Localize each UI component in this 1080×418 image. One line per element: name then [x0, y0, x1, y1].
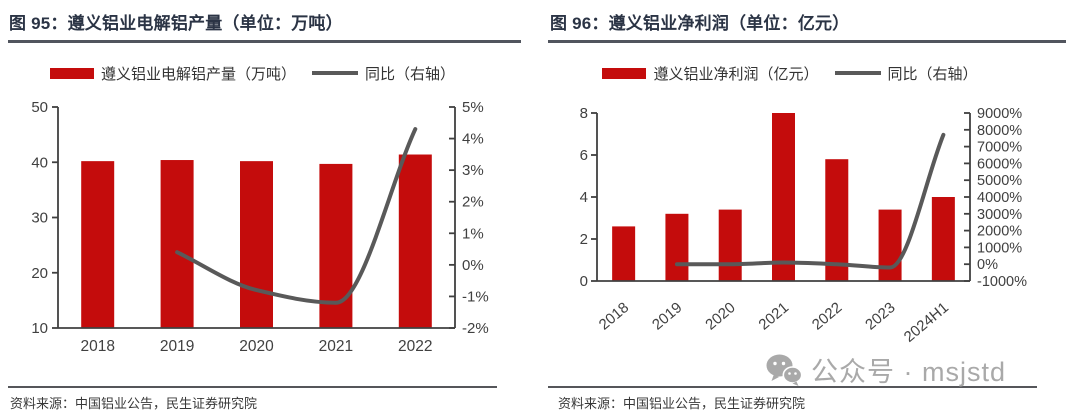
bar [878, 209, 902, 281]
bar [240, 161, 273, 328]
watermark-text: 公众号 · msjstd [811, 357, 1007, 387]
yoy-trend-line [674, 132, 946, 270]
left-axis-label: 2 [580, 231, 588, 248]
right-axis-label: 4% [462, 131, 484, 148]
legend-item-production: 遵义铝业电解铝产量（万吨） [49, 63, 296, 84]
figure96-title: 图 96：遵义铝业净利润（单位：亿元） [550, 14, 850, 33]
bar-series-swatch [602, 67, 647, 79]
right-axis-label: 1% [462, 225, 484, 242]
right-axis-label: 5000% [977, 173, 1022, 189]
bar [612, 226, 636, 281]
bar [398, 154, 432, 328]
x-axis-label: 2020 [239, 338, 274, 355]
right-axis-label: 6000% [977, 156, 1022, 172]
yoy-trend-line [175, 127, 418, 305]
wechat-icon [766, 354, 802, 386]
right-axis-label: 5% [462, 99, 484, 116]
right-axis-label: 3000% [977, 207, 1022, 223]
left-axis-label: 50 [31, 99, 48, 116]
line-series-swatch [834, 71, 881, 75]
figure96-title-underline [548, 40, 1066, 43]
figure96-source-divider [548, 386, 1037, 388]
figure95-source-divider [8, 386, 497, 388]
bar [825, 159, 849, 281]
figure95-combo-chart: 10 20 30 40 50 -2% -1% 0% 1% 2% 3% 4% 5% 2018 2019 2020… [31, 99, 489, 355]
figure95-title-underline [8, 40, 521, 43]
right-axis-label: -1000% [977, 274, 1027, 290]
legend-item-netprofit: 遵义铝业净利润（亿元） [602, 63, 819, 84]
bar [931, 197, 955, 281]
wechat-watermark: 公众号 · msjstd [766, 350, 1006, 389]
legend-item-yoy: 同比（右轴） [312, 63, 455, 84]
figure95-title: 图 95：遵义铝业电解铝产量（单位：万吨） [9, 14, 343, 33]
x-axis-label: 2024H1 [901, 299, 952, 346]
right-axis-label: 8000% [977, 123, 1022, 139]
right-axis-label: 2000% [977, 224, 1022, 240]
left-axis-label: 30 [31, 210, 48, 227]
line-series-swatch [312, 71, 358, 75]
left-axis-label: 4 [580, 189, 588, 206]
figure96-legend: 遵义铝业净利润（亿元） 同比（右轴） [555, 63, 1025, 83]
x-axis-label: 2019 [649, 299, 685, 333]
right-axis-label: 2% [462, 194, 484, 211]
bar [718, 209, 742, 281]
left-axis-label: 6 [580, 147, 588, 164]
right-axis-label: 0% [462, 257, 484, 274]
right-axis-label: 7000% [977, 140, 1022, 156]
figure96-combo-chart: 0 2 4 6 8 -1000%0%1000%2000%3000%4000%5000%60… [580, 105, 1027, 346]
x-axis-label: 2020 [702, 299, 738, 333]
right-axis-label: 4000% [977, 190, 1022, 206]
x-axis-label: 2022 [398, 338, 432, 355]
x-axis-label: 2022 [809, 299, 845, 333]
bar-series-swatch [49, 67, 94, 79]
right-axis-label: -1% [462, 288, 489, 305]
left-axis-label: 40 [31, 154, 48, 171]
left-axis-label: 0 [580, 273, 588, 290]
left-axis-label: 8 [580, 105, 588, 122]
legend-label: 遵义铝业电解铝产量（万吨） [100, 65, 296, 83]
legend-label: 同比（右轴） [365, 65, 456, 83]
right-axis-label: 3% [462, 162, 484, 179]
figure95-legend: 遵义铝业电解铝产量（万吨） 同比（右轴） [0, 63, 505, 83]
figure95-source-note: 资料来源：中国铝业公告，民生证券研究院 [10, 396, 258, 411]
legend-label: 同比（右轴） [887, 65, 978, 83]
right-axis-label: -2% [462, 320, 489, 337]
bar [772, 113, 795, 281]
x-axis-label: 2021 [756, 299, 792, 333]
x-axis-label: 2018 [80, 338, 114, 355]
figure96-source-note: 资料来源：中国铝业公告，民生证券研究院 [558, 396, 806, 411]
legend-item-yoy: 同比（右轴） [834, 63, 978, 84]
x-axis-label: 2019 [160, 338, 194, 355]
left-axis-label: 10 [31, 320, 48, 337]
right-axis-label: 0% [977, 257, 998, 273]
x-axis-label: 2018 [596, 299, 632, 333]
x-axis-label: 2023 [862, 299, 898, 333]
x-axis-label: 2021 [319, 338, 353, 355]
right-axis-label: 1000% [977, 240, 1022, 256]
bar [81, 161, 115, 328]
bar [665, 213, 689, 281]
bar [160, 160, 194, 328]
right-axis-label: 9000% [977, 106, 1022, 122]
legend-label: 遵义铝业净利润（亿元） [653, 65, 819, 83]
left-axis-label: 20 [31, 265, 48, 282]
